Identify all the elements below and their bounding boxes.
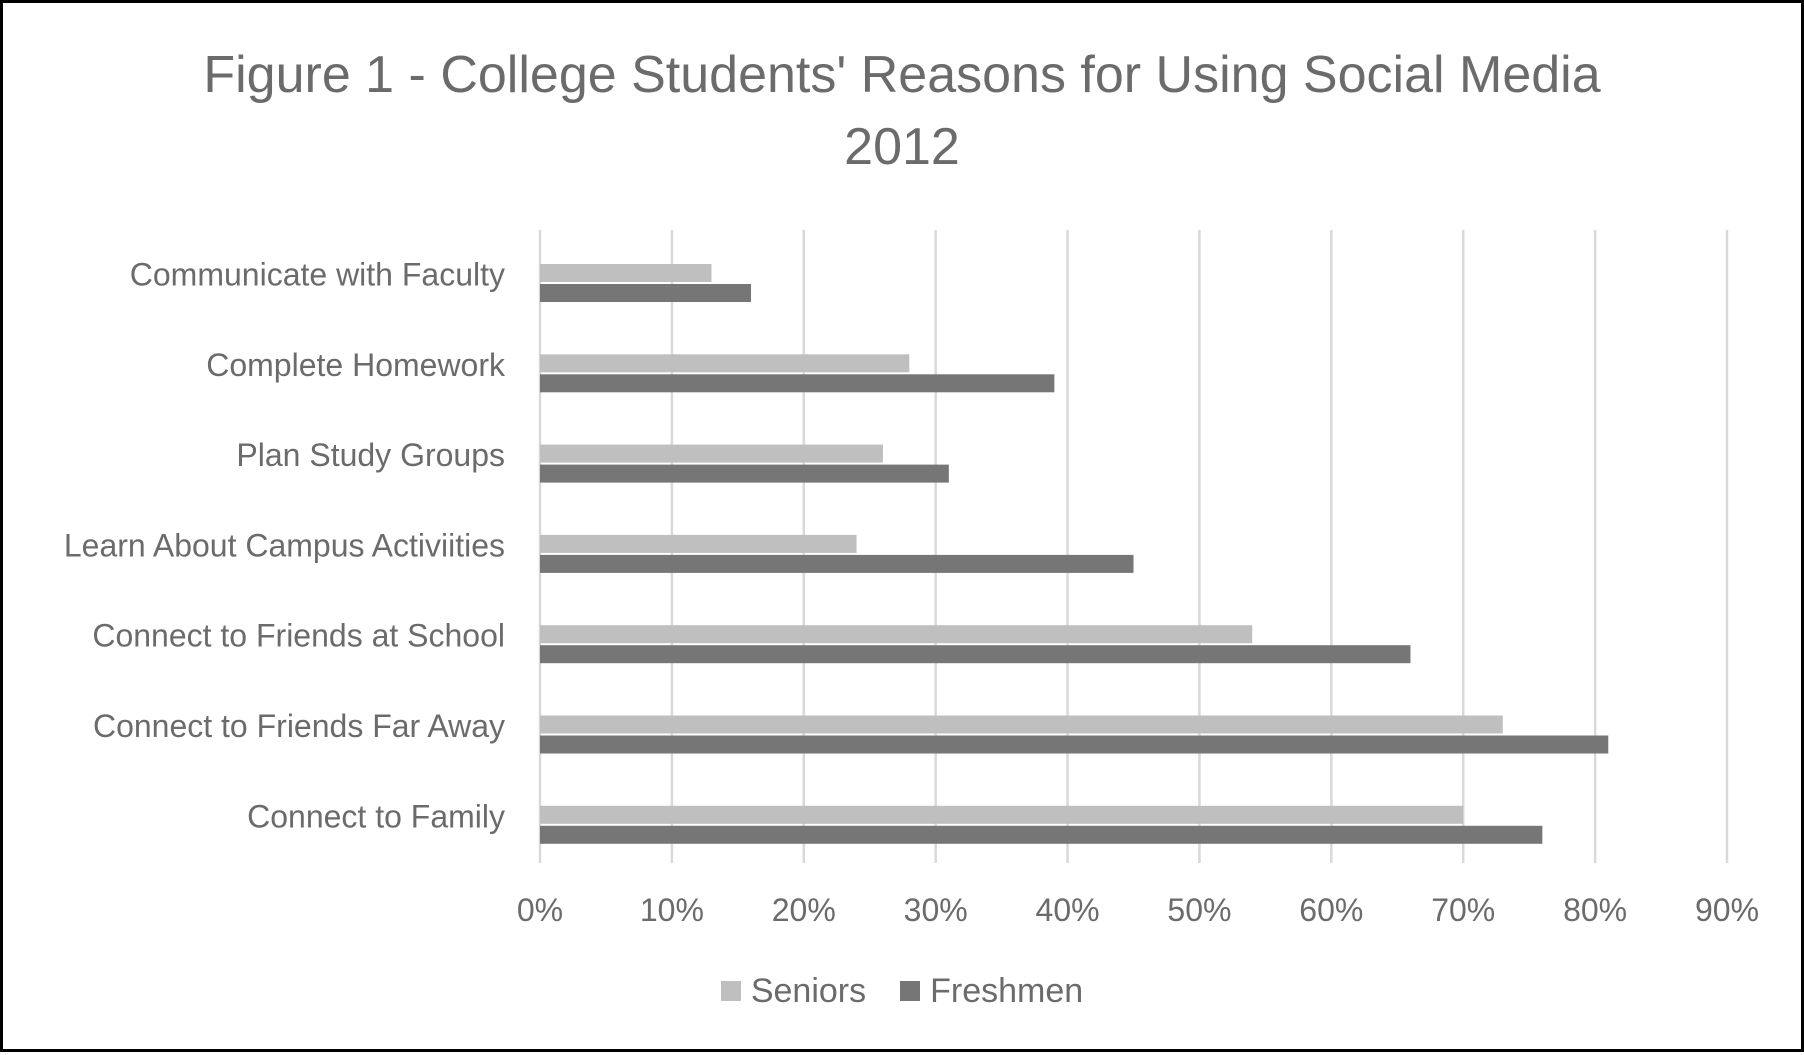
bar-seniors: [540, 715, 1503, 734]
category-label: Communicate with Faculty: [130, 256, 505, 292]
bar-freshmen: [540, 825, 1543, 844]
bar-freshmen: [540, 554, 1134, 573]
bar-seniors: [540, 354, 910, 373]
category-label: Complete Homework: [206, 347, 506, 383]
legend-item-freshmen: Freshmen: [900, 971, 1083, 1011]
legend-item-seniors: Seniors: [720, 971, 867, 1011]
category-label: Connect to Family: [247, 798, 505, 834]
category-label: Plan Study Groups: [236, 437, 505, 473]
x-tick-label: 30%: [904, 892, 968, 928]
x-tick-label: 50%: [1167, 892, 1231, 928]
legend-label-freshmen: Freshmen: [930, 972, 1084, 1010]
x-tick-label: 80%: [1563, 892, 1627, 928]
bar-seniors: [540, 534, 857, 553]
x-tick-label: 70%: [1431, 892, 1495, 928]
legend-label-seniors: Seniors: [750, 972, 867, 1010]
bar-chart: 0% 10% 20% 30% 40% 50% 60% 70% 80% 90% Communicate…: [64, 230, 1759, 928]
x-tick-label: 90%: [1695, 892, 1759, 928]
bar-seniors: [540, 264, 712, 282]
chart-title: Figure 1 - College Students' Reasons for…: [3, 39, 1801, 183]
bar-freshmen: [540, 735, 1609, 754]
category-label: Learn About Campus Activiities: [64, 527, 505, 563]
bar-seniors: [540, 444, 883, 463]
bar-seniors: [540, 805, 1464, 824]
bar-freshmen: [540, 645, 1411, 664]
legend-swatch-freshmen: [900, 981, 921, 1001]
bar-freshmen: [540, 464, 949, 483]
legend: Seniors Freshmen: [3, 971, 1801, 1011]
chart-title-line-1: Figure 1 - College Students' Reasons for…: [203, 46, 1601, 104]
bar-seniors: [540, 625, 1253, 644]
x-tick-label: 10%: [640, 892, 704, 928]
category-label: Connect to Friends at School: [92, 618, 505, 654]
bar-freshmen: [540, 374, 1055, 393]
bar-freshmen: [540, 284, 752, 302]
chart-title-line-2: 2012: [844, 118, 960, 176]
x-tick-label: 60%: [1299, 892, 1363, 928]
x-tick-label: 0%: [517, 892, 563, 928]
x-tick-label: 40%: [1036, 892, 1100, 928]
x-tick-label: 20%: [772, 892, 836, 928]
legend-swatch-seniors: [720, 981, 741, 1001]
category-label: Connect to Friends Far Away: [93, 708, 505, 744]
